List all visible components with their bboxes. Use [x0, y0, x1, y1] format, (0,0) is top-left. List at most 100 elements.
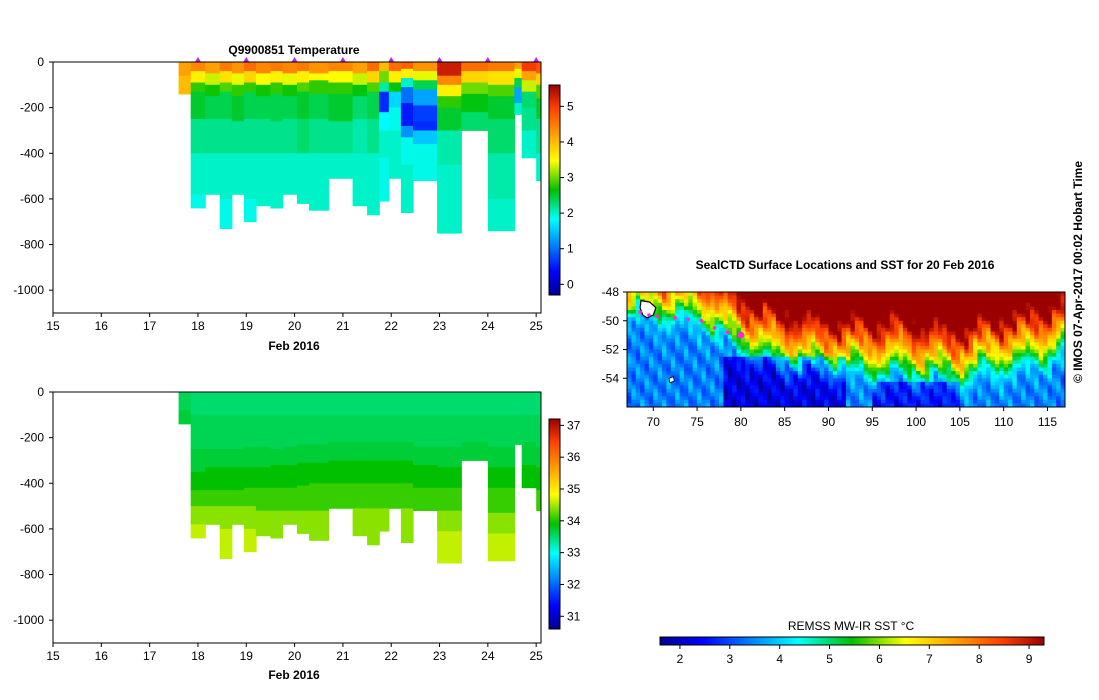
sst-cell	[775, 371, 781, 376]
sst-cell	[951, 363, 956, 368]
sst-cell	[955, 310, 961, 315]
sst-cell	[876, 353, 882, 358]
profile-16-layer-5	[400, 125, 414, 138]
sst-cell	[999, 367, 1005, 372]
sst-cell	[846, 360, 851, 365]
sst-cell	[990, 335, 996, 340]
profile-17-layer-3	[413, 465, 438, 489]
sst-cell	[683, 378, 689, 383]
sst-cell	[666, 396, 672, 401]
sst-cell	[999, 320, 1005, 325]
sst-cell	[775, 360, 781, 365]
sst-cell	[701, 389, 707, 394]
sst-cell	[959, 353, 965, 358]
sst-cell	[1003, 331, 1009, 336]
y-tick-label: 0	[37, 385, 44, 399]
sst-cell	[771, 389, 777, 394]
sst-cell	[902, 367, 908, 372]
colorbar-tick-label: 0	[567, 277, 574, 291]
sst-cell	[911, 349, 917, 354]
sst-cell	[911, 299, 917, 304]
sst-cell	[924, 349, 930, 354]
sst-cell	[784, 403, 790, 407]
sst-cell	[644, 342, 650, 347]
sst-cell	[846, 299, 851, 304]
sst-cell	[959, 389, 965, 394]
sst-cell	[775, 335, 781, 340]
sst-cell	[627, 360, 632, 365]
sst-cell	[732, 342, 737, 347]
profile-8-layer-0	[282, 62, 298, 74]
sst-cell	[1060, 345, 1065, 350]
profile-16-layer-4	[400, 483, 414, 509]
sst-cell	[946, 396, 952, 401]
sst-cell	[1021, 310, 1027, 315]
sst-cell	[973, 389, 978, 394]
sst-cell	[933, 299, 939, 304]
sst-cell	[631, 378, 637, 383]
sst-cell	[745, 317, 751, 322]
sst-cell	[627, 345, 632, 350]
sst-cell	[841, 317, 847, 322]
sst-cell	[648, 356, 654, 361]
sst-cell	[627, 363, 632, 368]
sst-cell	[784, 349, 790, 354]
sst-cell	[946, 317, 952, 322]
sst-cell	[955, 313, 961, 318]
sst-cell	[644, 292, 650, 297]
sst-cell	[824, 367, 829, 372]
sst-cell	[885, 306, 891, 311]
sst-cell	[648, 327, 654, 332]
sst-cell	[819, 381, 825, 386]
sst-cell	[990, 310, 996, 315]
profile-10-layer-4	[309, 119, 329, 154]
sst-cell	[754, 385, 759, 390]
sst-cell	[762, 381, 768, 386]
sst-cell	[863, 335, 869, 340]
sst-cell	[986, 306, 992, 311]
sst-cell	[946, 399, 952, 404]
sst-cell	[1043, 302, 1048, 307]
sst-cell	[683, 349, 689, 354]
profile-19-layer-1	[461, 414, 489, 443]
sst-cell	[657, 396, 663, 401]
sst-cell	[1034, 345, 1040, 350]
sst-cell	[1016, 335, 1022, 340]
sst-cell	[670, 342, 676, 347]
profile-19-layer-0	[461, 392, 489, 416]
sst-cell	[1021, 295, 1027, 300]
sst-cell	[981, 367, 987, 372]
sst-cell	[758, 349, 764, 354]
sst-cell	[889, 385, 895, 390]
sst-cell	[1043, 306, 1048, 311]
sst-cell	[688, 367, 694, 372]
sst-cell	[811, 292, 816, 297]
sst-cell	[683, 295, 689, 300]
sst-cell	[942, 313, 948, 318]
sst-cell	[719, 331, 724, 336]
profile-7-layer-3	[270, 93, 284, 122]
sst-cell	[859, 378, 864, 383]
sst-cell	[920, 299, 926, 304]
sst-cell	[1012, 363, 1018, 368]
x-tick-label: 20	[288, 649, 302, 663]
sst-cell	[920, 374, 926, 379]
sst-cell	[837, 363, 843, 368]
sst-cell	[832, 360, 838, 365]
sst-cell	[902, 327, 908, 332]
sst-cell	[657, 367, 663, 372]
sst-cell	[1060, 338, 1065, 343]
sst-cell	[714, 331, 720, 336]
sst-cell	[745, 381, 751, 386]
sst-cell	[929, 338, 935, 343]
profile-8-layer-2	[282, 84, 298, 97]
sst-cell	[784, 302, 790, 307]
sst-cell	[1012, 327, 1018, 332]
sst-cell	[920, 338, 926, 343]
profile-marker	[436, 57, 443, 62]
sst-cell	[1030, 331, 1035, 336]
sst-cell	[977, 378, 983, 383]
sst-cell	[933, 396, 939, 401]
sst-cell	[946, 338, 952, 343]
sst-cell	[688, 302, 694, 307]
